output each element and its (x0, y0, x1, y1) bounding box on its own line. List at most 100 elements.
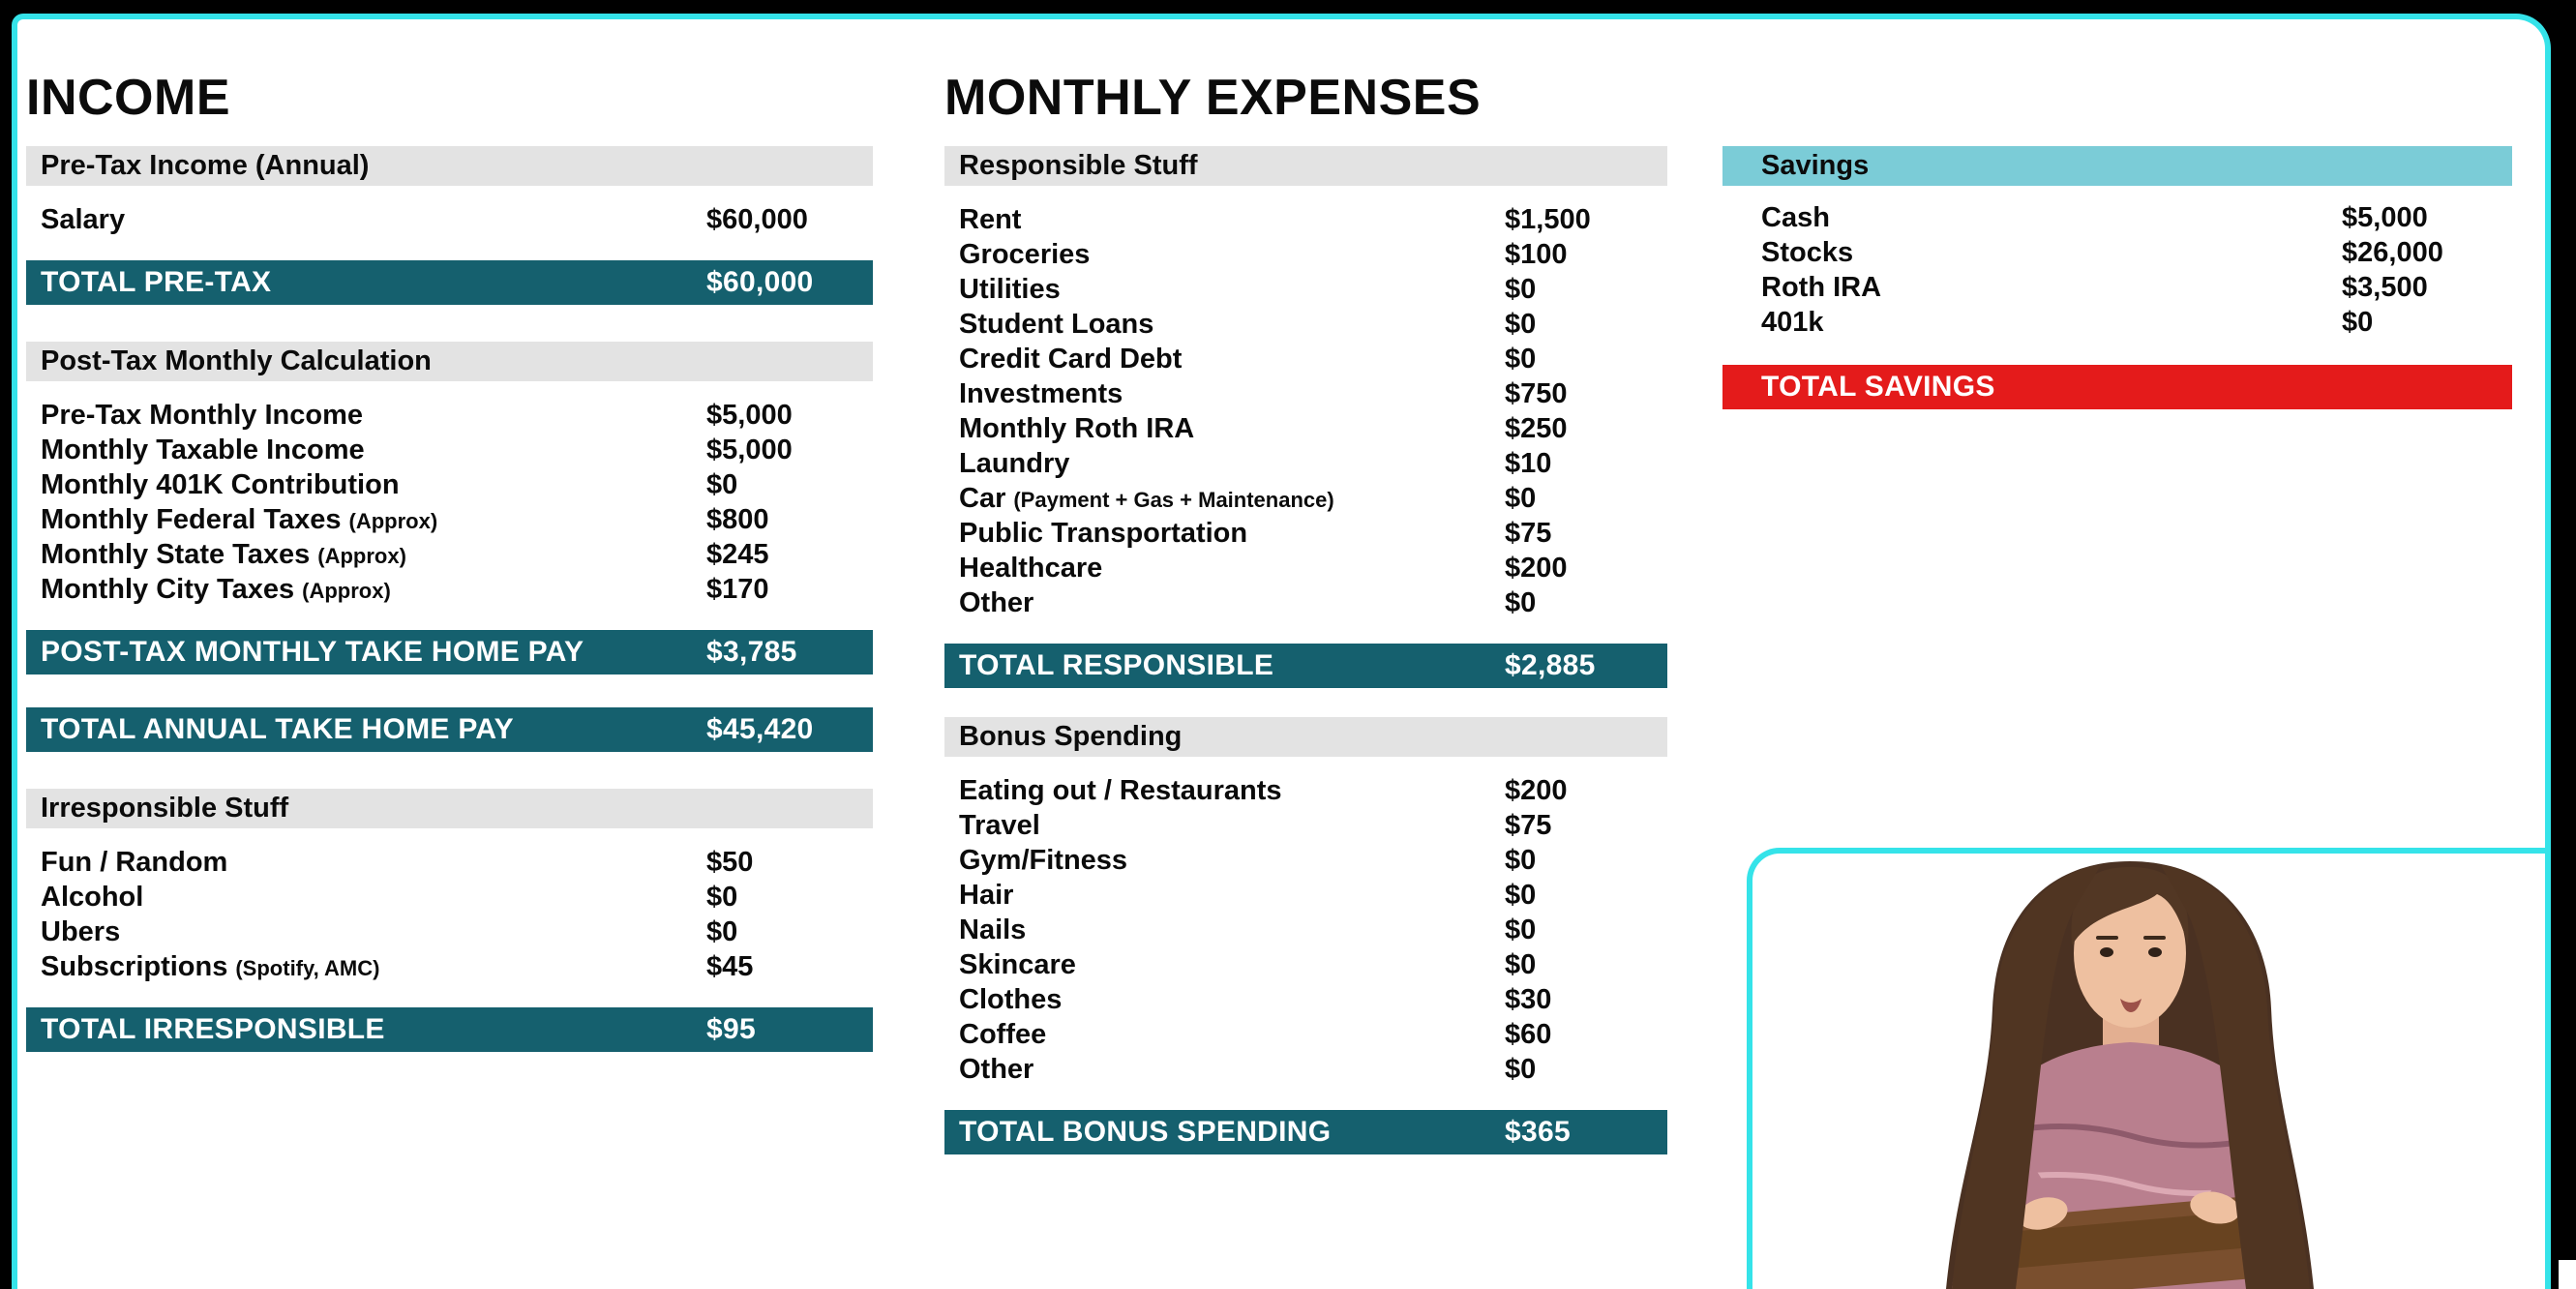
presenter-face (2071, 867, 2189, 1028)
row-value: $10 (1505, 448, 1552, 479)
total-bar-label: TOTAL PRE-TAX (41, 266, 272, 298)
section-header-label: Bonus Spending (959, 721, 1183, 752)
row-note: (Approx) (317, 544, 406, 568)
total-responsible-bar: TOTAL RESPONSIBLE $2,885 (944, 644, 1667, 688)
table-row: Student Loans $0 (944, 307, 1667, 342)
row-label: Cash (1761, 202, 1830, 233)
row-value: $170 (706, 574, 769, 605)
row-label: Laundry (959, 448, 1070, 479)
table-row: Rent $1,500 (944, 202, 1667, 237)
row-label: Credit Card Debt (959, 344, 1183, 375)
row-value: $45 (706, 951, 754, 982)
row-label: Coffee (959, 1019, 1047, 1050)
row-value: $50 (706, 847, 754, 878)
section-header-label: Irresponsible Stuff (41, 793, 289, 824)
row-value: $0 (706, 469, 738, 500)
row-label: Ubers (41, 916, 121, 947)
row-label: Monthly Federal Taxes (Approx) (41, 504, 438, 535)
table-row: Utilities $0 (944, 272, 1667, 307)
row-value: $200 (1505, 553, 1568, 584)
row-label: Eating out / Restaurants (959, 775, 1282, 806)
row-value: $245 (706, 539, 769, 570)
row-label: Groceries (959, 239, 1091, 270)
row-label: Nails (959, 914, 1027, 945)
row-label: Alcohol (41, 882, 144, 913)
table-row: Other $0 (944, 1052, 1667, 1087)
total-bar-label: POST-TAX MONTHLY TAKE HOME PAY (41, 636, 584, 668)
total-bar-value: $60,000 (706, 266, 814, 298)
row-value: $800 (706, 504, 769, 535)
row-value: $60,000 (706, 204, 808, 235)
table-row: Fun / Random $50 (26, 845, 873, 880)
row-value: $750 (1505, 378, 1568, 409)
row-value: $5,000 (706, 435, 793, 465)
row-value: $75 (1505, 518, 1552, 549)
total-bar-value: $45,420 (706, 713, 814, 745)
row-value: $60 (1505, 1019, 1552, 1050)
bottom-right-marker (2559, 1260, 2576, 1289)
webcam-overlay (1747, 848, 2545, 1289)
row-label: Monthly Roth IRA (959, 413, 1195, 444)
section-header-label: Responsible Stuff (959, 150, 1198, 181)
row-value: $200 (1505, 775, 1568, 806)
table-row: Monthly City Taxes (Approx) $170 (26, 572, 873, 607)
section-header-pretax: Pre-Tax Income (Annual) (26, 146, 873, 186)
row-label: Stocks (1761, 237, 1854, 268)
irresponsible-rows: Fun / Random $50 Alcohol $0 Ubers $0 Sub… (26, 845, 873, 984)
row-label: Travel (959, 810, 1040, 841)
row-value: $5,000 (2342, 202, 2428, 233)
pretax-rows: Salary $60,000 (26, 202, 873, 237)
section-header-posttax: Post-Tax Monthly Calculation (26, 342, 873, 381)
income-column: INCOME Pre-Tax Income (Annual) Salary $6… (26, 70, 873, 1052)
presenter-hand-right (2190, 1191, 2240, 1224)
row-value: $0 (1505, 914, 1537, 945)
total-bar-label: TOTAL IRRESPONSIBLE (41, 1013, 385, 1045)
savings-column: Savings Cash $5,000 Stocks $26,000 Roth … (1722, 146, 2512, 409)
row-label: Healthcare (959, 553, 1103, 584)
row-value: $75 (1505, 810, 1552, 841)
total-irresponsible-bar: TOTAL IRRESPONSIBLE $95 (26, 1007, 873, 1052)
posttax-monthly-total-bar: POST-TAX MONTHLY TAKE HOME PAY $3,785 (26, 630, 873, 674)
row-label: Subscriptions (Spotify, AMC) (41, 951, 380, 982)
row-value: $0 (706, 882, 738, 913)
section-header-savings: Savings (1722, 146, 2512, 186)
table-row: Alcohol $0 (26, 880, 873, 914)
row-label: Monthly City Taxes (Approx) (41, 574, 391, 605)
row-note: (Approx) (302, 579, 391, 603)
table-row: 401k $0 (1722, 305, 2512, 340)
row-value: $5,000 (706, 400, 793, 431)
row-value: $0 (1505, 344, 1537, 375)
total-bar-value: $3,785 (706, 636, 797, 668)
row-label: Gym/Fitness (959, 845, 1128, 876)
total-bar-value: $2,885 (1505, 649, 1596, 681)
table-row: Cash $5,000 (1722, 200, 2512, 235)
row-label: Utilities (959, 274, 1061, 305)
savings-rows: Cash $5,000 Stocks $26,000 Roth IRA $3,5… (1722, 200, 2512, 340)
row-label: Monthly 401K Contribution (41, 469, 400, 500)
row-value: $26,000 (2342, 237, 2443, 268)
row-value: $30 (1505, 984, 1552, 1015)
row-note: (Approx) (348, 509, 438, 533)
table-row: Salary $60,000 (26, 202, 873, 237)
row-label: Fun / Random (41, 847, 228, 878)
presenter-hair-front (1952, 865, 2310, 1289)
responsible-rows: Rent $1,500 Groceries $100 Utilities $0 … (944, 202, 1667, 620)
table-row: Nails $0 (944, 913, 1667, 947)
row-label: Monthly State Taxes (Approx) (41, 539, 406, 570)
row-label: Car (Payment + Gas + Maintenance) (959, 483, 1334, 514)
total-bar-label: TOTAL SAVINGS (1761, 371, 1995, 403)
row-label: Pre-Tax Monthly Income (41, 400, 364, 431)
row-value: $0 (706, 916, 738, 947)
row-value: $0 (1505, 483, 1537, 514)
row-value: $0 (1505, 1054, 1537, 1085)
table-row: Monthly Federal Taxes (Approx) $800 (26, 502, 873, 537)
row-value: $100 (1505, 239, 1568, 270)
row-label: 401k (1761, 307, 1824, 338)
section-header-responsible: Responsible Stuff (944, 146, 1667, 186)
budget-sheet: INCOME Pre-Tax Income (Annual) Salary $6… (12, 14, 2551, 1289)
income-title: INCOME (26, 70, 230, 126)
section-header-label: Pre-Tax Income (Annual) (41, 150, 370, 181)
expenses-column: MONTHLY EXPENSES Responsible Stuff Rent … (944, 73, 1667, 1154)
table-row: Coffee $60 (944, 1017, 1667, 1052)
section-header-label: Post-Tax Monthly Calculation (41, 345, 432, 376)
